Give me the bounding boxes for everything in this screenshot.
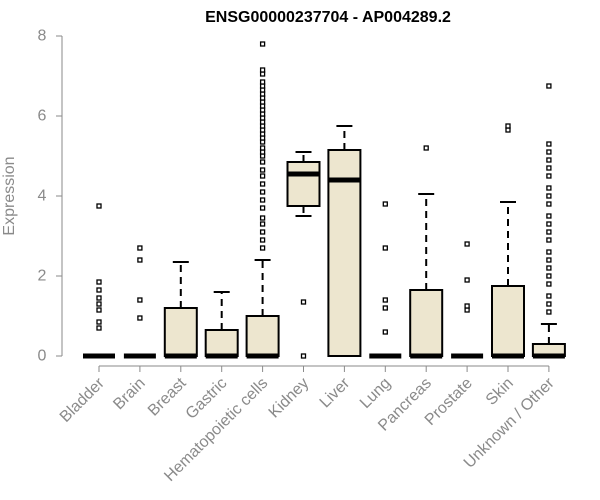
outlier-point xyxy=(546,213,552,219)
box xyxy=(409,289,444,357)
outlier-point xyxy=(546,249,552,255)
outlier-point xyxy=(464,303,470,309)
x-tick-label: Lung xyxy=(357,375,394,412)
y-tick-label: 2 xyxy=(38,268,47,285)
outlier-point xyxy=(546,173,552,179)
outlier-point xyxy=(259,181,266,187)
outlier-point xyxy=(259,215,266,221)
outlier-point xyxy=(259,221,266,227)
box xyxy=(204,329,239,357)
outlier-point xyxy=(546,201,552,207)
outlier-point xyxy=(505,123,511,129)
chart-title: ENSG00000237704 - AP004289.2 xyxy=(205,9,451,26)
outlier-point xyxy=(96,287,102,293)
x-tick-label: Brain xyxy=(110,375,148,413)
outlier-point xyxy=(96,279,102,285)
outlier-point xyxy=(259,145,266,151)
outlier-point xyxy=(382,329,388,335)
outlier-point xyxy=(546,185,552,191)
box xyxy=(286,161,321,207)
outlier-point xyxy=(259,41,266,47)
box xyxy=(491,285,525,357)
outlier-point xyxy=(96,301,102,307)
outlier-point xyxy=(259,67,266,73)
y-tick-label: 8 xyxy=(38,28,47,45)
boxes-layer xyxy=(83,41,566,359)
outlier-point xyxy=(96,203,102,209)
x-tick-label: Kidney xyxy=(266,375,313,422)
outlier-point xyxy=(546,193,552,199)
outlier-point xyxy=(96,295,102,301)
outlier-point xyxy=(259,167,266,173)
outlier-point xyxy=(464,277,470,283)
outlier-point xyxy=(137,257,143,263)
box-group xyxy=(409,145,444,359)
box-group xyxy=(163,261,198,359)
outlier-point xyxy=(259,197,266,203)
outlier-point xyxy=(546,141,552,147)
x-tick-label: Skin xyxy=(483,375,517,409)
y-tick-label: 4 xyxy=(38,188,47,205)
outlier-point xyxy=(423,145,429,151)
outlier-point xyxy=(137,315,143,321)
y-axis-label: Expression xyxy=(1,156,18,235)
outlier-point xyxy=(96,319,102,325)
outlier-point xyxy=(546,257,552,263)
outlier-point xyxy=(546,273,552,279)
outlier-point xyxy=(259,237,266,243)
outlier-point xyxy=(546,237,552,243)
y-axis: 0 2 4 6 8 xyxy=(38,28,63,365)
outlier-point xyxy=(546,309,552,315)
outlier-point xyxy=(382,305,388,311)
y-tick-label: 6 xyxy=(38,108,47,125)
box xyxy=(327,149,362,357)
outlier-point xyxy=(546,165,552,171)
box-group xyxy=(204,291,239,359)
outlier-point xyxy=(546,265,552,271)
box-group xyxy=(531,83,566,359)
outlier-point xyxy=(137,297,143,303)
outlier-point xyxy=(464,241,470,247)
outlier-point xyxy=(259,173,266,179)
x-tick-label: Bladder xyxy=(57,374,108,425)
outlier-point xyxy=(546,157,552,163)
outlier-point xyxy=(137,245,143,251)
outlier-point xyxy=(546,221,552,227)
x-tick-label: Breast xyxy=(145,374,190,419)
outlier-point xyxy=(382,297,388,303)
outlier-point xyxy=(259,205,266,211)
y-tick-label: 0 xyxy=(38,348,47,365)
box-group xyxy=(327,125,362,357)
outlier-point xyxy=(300,299,307,305)
outlier-point xyxy=(259,229,266,235)
outlier-point xyxy=(546,229,552,235)
outlier-point xyxy=(96,325,102,331)
outlier-point xyxy=(259,159,266,165)
outlier-point xyxy=(96,307,102,313)
box-group xyxy=(245,41,280,359)
box-group xyxy=(83,203,115,359)
box xyxy=(245,315,280,357)
outlier-point xyxy=(259,79,266,85)
box-group xyxy=(123,245,156,359)
outlier-point xyxy=(546,293,552,299)
outlier-point xyxy=(546,149,552,155)
outlier-point xyxy=(259,189,266,195)
x-tick-label: Liver xyxy=(317,374,354,411)
outlier-point xyxy=(546,281,552,287)
outlier-point xyxy=(382,201,388,207)
outlier-point xyxy=(382,245,388,251)
box-group xyxy=(369,201,402,359)
box-group xyxy=(451,241,484,359)
box-group xyxy=(286,151,321,359)
outlier-point xyxy=(300,353,307,359)
outlier-point xyxy=(546,301,552,307)
outlier-point xyxy=(259,245,266,251)
box-group xyxy=(491,123,525,359)
box xyxy=(163,307,198,357)
outlier-point xyxy=(546,83,552,89)
